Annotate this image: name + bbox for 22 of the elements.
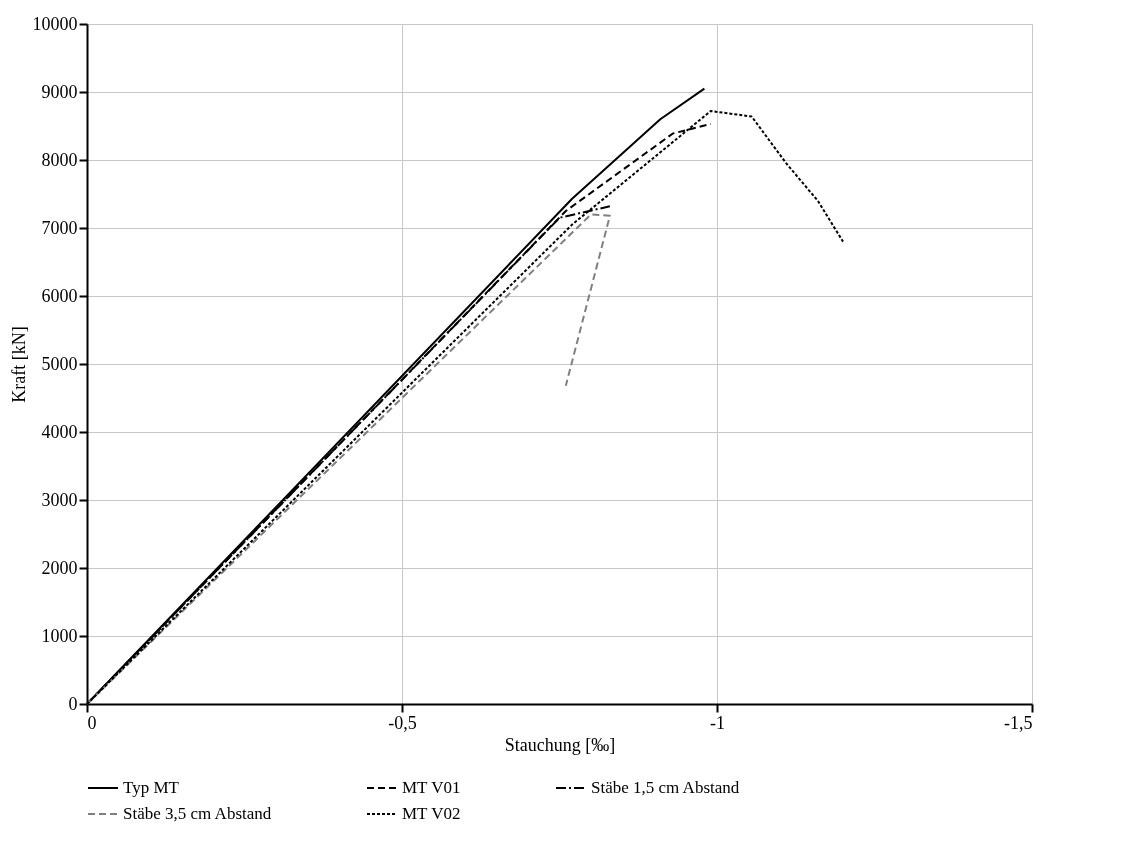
x-axis-title: Stauchung [‰] — [504, 734, 616, 755]
y-tick-label: 0 — [68, 693, 78, 714]
y-tick-label: 4000 — [41, 421, 78, 442]
y-tick-label: 8000 — [41, 149, 78, 170]
legend-label: Stäbe 3,5 cm Abstand — [123, 804, 272, 823]
y-tick-label: 5000 — [41, 353, 78, 374]
legend-label: Typ MT — [123, 778, 180, 797]
legend-label: MT V01 — [402, 778, 461, 797]
y-tick-label: 6000 — [41, 285, 78, 306]
x-tick-label: -0,5 — [388, 712, 417, 733]
legend-label: Stäbe 1,5 cm Abstand — [591, 778, 740, 797]
x-tick-label: 0 — [87, 712, 97, 733]
y-axis-title: Kraft [kN] — [8, 326, 29, 403]
y-tick-label: 9000 — [41, 81, 78, 102]
y-tick-label: 7000 — [41, 217, 78, 238]
x-tick-label: -1,5 — [1004, 712, 1033, 733]
y-tick-label: 2000 — [41, 557, 78, 578]
x-tick-label: -1 — [710, 712, 725, 733]
legend-label: MT V02 — [402, 804, 461, 823]
y-tick-label: 10000 — [32, 13, 78, 34]
y-tick-label: 1000 — [41, 625, 78, 646]
y-tick-label: 3000 — [41, 489, 78, 510]
